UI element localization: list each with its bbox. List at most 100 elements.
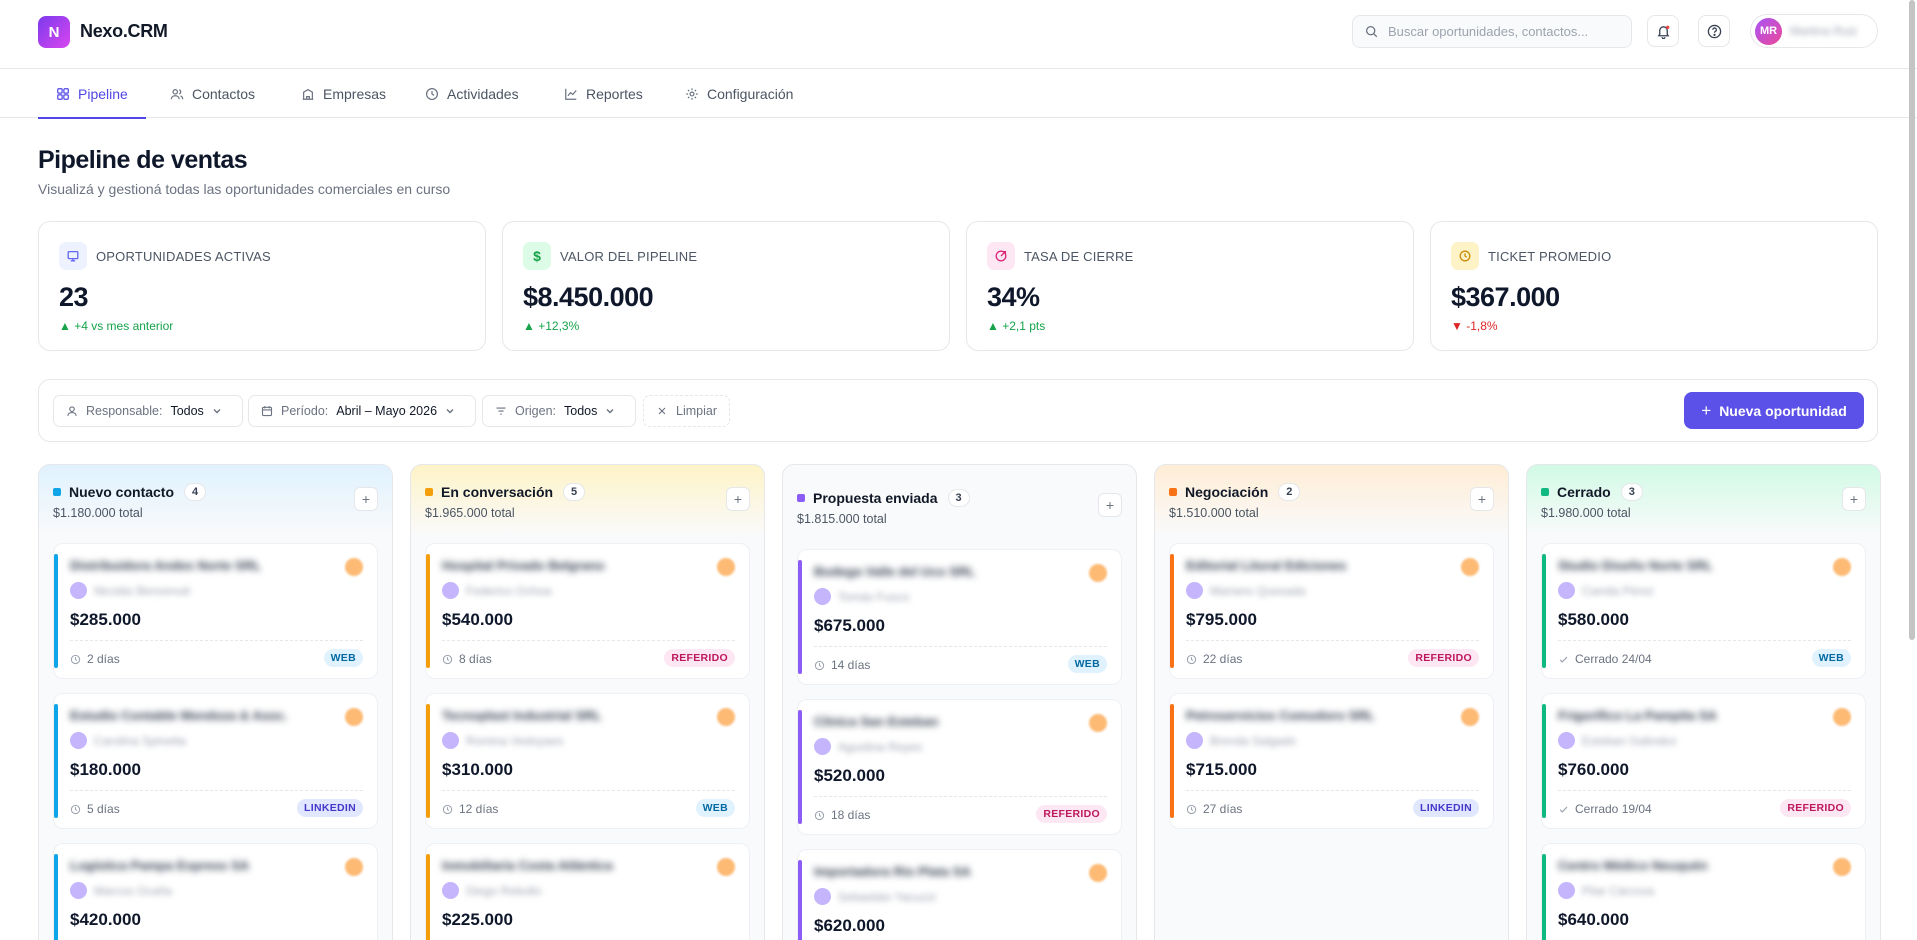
status-dot bbox=[797, 494, 805, 502]
search-input[interactable] bbox=[1388, 24, 1628, 39]
tab-label: Configuración bbox=[707, 85, 794, 102]
kpi-delta: ▼ -1,8% bbox=[1451, 319, 1498, 333]
app-logo[interactable]: N bbox=[38, 16, 70, 48]
divider bbox=[70, 790, 363, 791]
source-badge: REFERIDO bbox=[1036, 805, 1107, 823]
add-card-button[interactable]: + bbox=[1470, 487, 1494, 511]
source-badge: REFERIDO bbox=[1780, 799, 1851, 817]
avatar bbox=[1558, 882, 1575, 899]
kanban-column: Cerrado 3 $1.980.000 total + Studio Dise… bbox=[1526, 464, 1881, 940]
column-count-badge: 4 bbox=[184, 483, 207, 501]
avatar bbox=[442, 882, 459, 899]
kpi-card-tasa-cierre: TASA DE CIERRE 34% ▲ +2,1 pts bbox=[966, 221, 1414, 351]
priority-flame-icon bbox=[345, 558, 363, 576]
add-card-button[interactable]: + bbox=[1098, 493, 1122, 517]
opportunity-card[interactable]: Inmobiliaria Costa Atlántica Diego Rebol… bbox=[425, 843, 750, 940]
user-menu[interactable]: MR Martina Ruiz bbox=[1750, 14, 1878, 48]
filter-label: Origen: bbox=[515, 404, 556, 418]
card-contact: Nicolás Benvenuti bbox=[94, 584, 191, 598]
column-header: En conversación 5 $1.965.000 total + bbox=[411, 465, 764, 533]
opportunity-card[interactable]: Bodega Valle del Uco SRL Tomás Fusco $67… bbox=[797, 549, 1122, 685]
column-title: Cerrado bbox=[1557, 484, 1611, 500]
opportunity-card[interactable]: Petroservicios Comodoro SRL Brenda Salga… bbox=[1169, 693, 1494, 829]
card-meta-text: 22 días bbox=[1203, 652, 1243, 666]
column-title: Nuevo contacto bbox=[69, 484, 175, 500]
opportunity-card[interactable]: Studio Diseño Norte SRL Camila Pérez $58… bbox=[1541, 543, 1866, 679]
card-meta-text: 8 días bbox=[459, 652, 492, 666]
tab-actividades[interactable]: Actividades bbox=[425, 69, 519, 118]
help-button[interactable] bbox=[1698, 15, 1730, 47]
opportunity-card[interactable]: Clínica San Esteban Agustina Reyes $520.… bbox=[797, 699, 1122, 835]
avatar bbox=[814, 588, 831, 605]
card-meta: 14 días bbox=[814, 658, 870, 672]
column-title: Negociación bbox=[1185, 484, 1269, 500]
card-meta: 2 días bbox=[70, 652, 120, 666]
search-icon bbox=[1365, 25, 1378, 38]
app-name[interactable]: Nexo.CRM bbox=[80, 21, 168, 41]
opportunity-card[interactable]: Frigorífico La Pampita SA Esteban Galind… bbox=[1541, 693, 1866, 829]
add-card-button[interactable]: + bbox=[1842, 487, 1866, 511]
kpi-card-valor-pipeline: $ VALOR DEL PIPELINE $8.450.000 ▲ +12,3% bbox=[502, 221, 950, 351]
tab-reportes[interactable]: Reportes bbox=[564, 69, 643, 118]
filter-responsable[interactable]: Responsable: Todos bbox=[53, 395, 243, 427]
chart-line-icon bbox=[565, 88, 577, 100]
priority-flame-icon bbox=[345, 858, 363, 876]
clear-filters-button[interactable]: Limpiar bbox=[643, 395, 730, 427]
card-company: Estudio Contable Mendoza & Asoc. bbox=[70, 708, 288, 723]
tab-label: Contactos bbox=[192, 85, 256, 102]
card-amount: $715.000 bbox=[1186, 760, 1257, 779]
card-company: Studio Diseño Norte SRL bbox=[1558, 558, 1713, 573]
column-total: $1.510.000 total bbox=[1169, 506, 1259, 520]
add-card-button[interactable]: + bbox=[726, 487, 750, 511]
kpi-card-oportunidades: OPORTUNIDADES ACTIVAS 23 ▲ +4 vs mes ant… bbox=[38, 221, 486, 351]
card-contact: Carolina Spinetta bbox=[94, 734, 187, 748]
opportunity-card[interactable]: Centro Médico Neuquén Pilar Cárcova $640… bbox=[1541, 843, 1866, 940]
new-opportunity-button[interactable]: + Nueva oportunidad bbox=[1684, 392, 1864, 429]
card-meta-text: Cerrado 19/04 bbox=[1575, 802, 1652, 816]
tab-contactos[interactable]: Contactos bbox=[170, 69, 255, 118]
column-count-badge: 5 bbox=[563, 483, 586, 501]
column-total: $1.980.000 total bbox=[1541, 506, 1631, 520]
card-contact: Tomás Fusco bbox=[838, 590, 910, 604]
notifications-button[interactable] bbox=[1647, 15, 1679, 47]
clock-icon bbox=[70, 804, 87, 815]
kpi-label: VALOR DEL PIPELINE bbox=[560, 249, 698, 264]
card-contact: Sebastián Yacuzzi bbox=[838, 890, 936, 904]
card-company: Logística Pampa Express SA bbox=[70, 858, 250, 873]
status-dot bbox=[1169, 488, 1177, 496]
filter-periodo[interactable]: Período: Abril – Mayo 2026 bbox=[248, 395, 477, 427]
user-icon bbox=[67, 406, 77, 416]
opportunity-card[interactable]: Tecnoplast Industrial SRL Romina Vedoyae… bbox=[425, 693, 750, 829]
search-box[interactable] bbox=[1352, 15, 1632, 48]
tab-label: Pipeline bbox=[78, 85, 128, 102]
kpi-label: OPORTUNIDADES ACTIVAS bbox=[96, 249, 271, 264]
opportunity-card[interactable]: Estudio Contable Mendoza & Asoc. Carolin… bbox=[53, 693, 378, 829]
filter-value: Todos bbox=[170, 404, 204, 418]
tab-pipeline[interactable]: Pipeline bbox=[38, 69, 146, 119]
page-subtitle: Visualizá y gestioná todas las oportunid… bbox=[38, 181, 451, 197]
filter-origen[interactable]: Origen: Todos bbox=[482, 395, 637, 427]
card-meta: 27 días bbox=[1186, 802, 1242, 816]
opportunity-card[interactable]: Hospital Privado Belgrano Federico Ochoa… bbox=[425, 543, 750, 679]
card-meta-text: Cerrado 24/04 bbox=[1575, 652, 1652, 666]
opportunity-card[interactable]: Logística Pampa Express SA Marcos Ocaña … bbox=[53, 843, 378, 940]
opportunity-card[interactable]: Editorial Litoral Ediciones Mariano Ques… bbox=[1169, 543, 1494, 679]
kpi-value: 34% bbox=[987, 282, 1040, 312]
column-header: Propuesta enviada 3 $1.815.000 total + bbox=[783, 465, 1136, 533]
clock-icon bbox=[442, 654, 459, 665]
add-card-button[interactable]: + bbox=[354, 487, 378, 511]
card-company: Tecnoplast Industrial SRL bbox=[442, 708, 602, 723]
card-contact: Mariano Quesada bbox=[1210, 584, 1306, 598]
tab-configuracion[interactable]: Configuración bbox=[685, 69, 793, 118]
priority-flame-icon bbox=[1833, 858, 1851, 876]
gear-icon bbox=[686, 87, 698, 100]
scrollbar[interactable] bbox=[1909, 0, 1915, 640]
opportunity-card[interactable]: Importadora Río Plata SA Sebastián Yacuz… bbox=[797, 849, 1122, 940]
tab-empresas[interactable]: Empresas bbox=[301, 69, 386, 118]
card-amount: $285.000 bbox=[70, 610, 141, 629]
clock-icon bbox=[1186, 804, 1203, 815]
card-amount: $540.000 bbox=[442, 610, 513, 629]
column-total: $1.815.000 total bbox=[797, 512, 887, 526]
opportunity-card[interactable]: Distribuidora Andes Norte SRL Nicolás Be… bbox=[53, 543, 378, 679]
priority-flame-icon bbox=[1089, 564, 1107, 582]
